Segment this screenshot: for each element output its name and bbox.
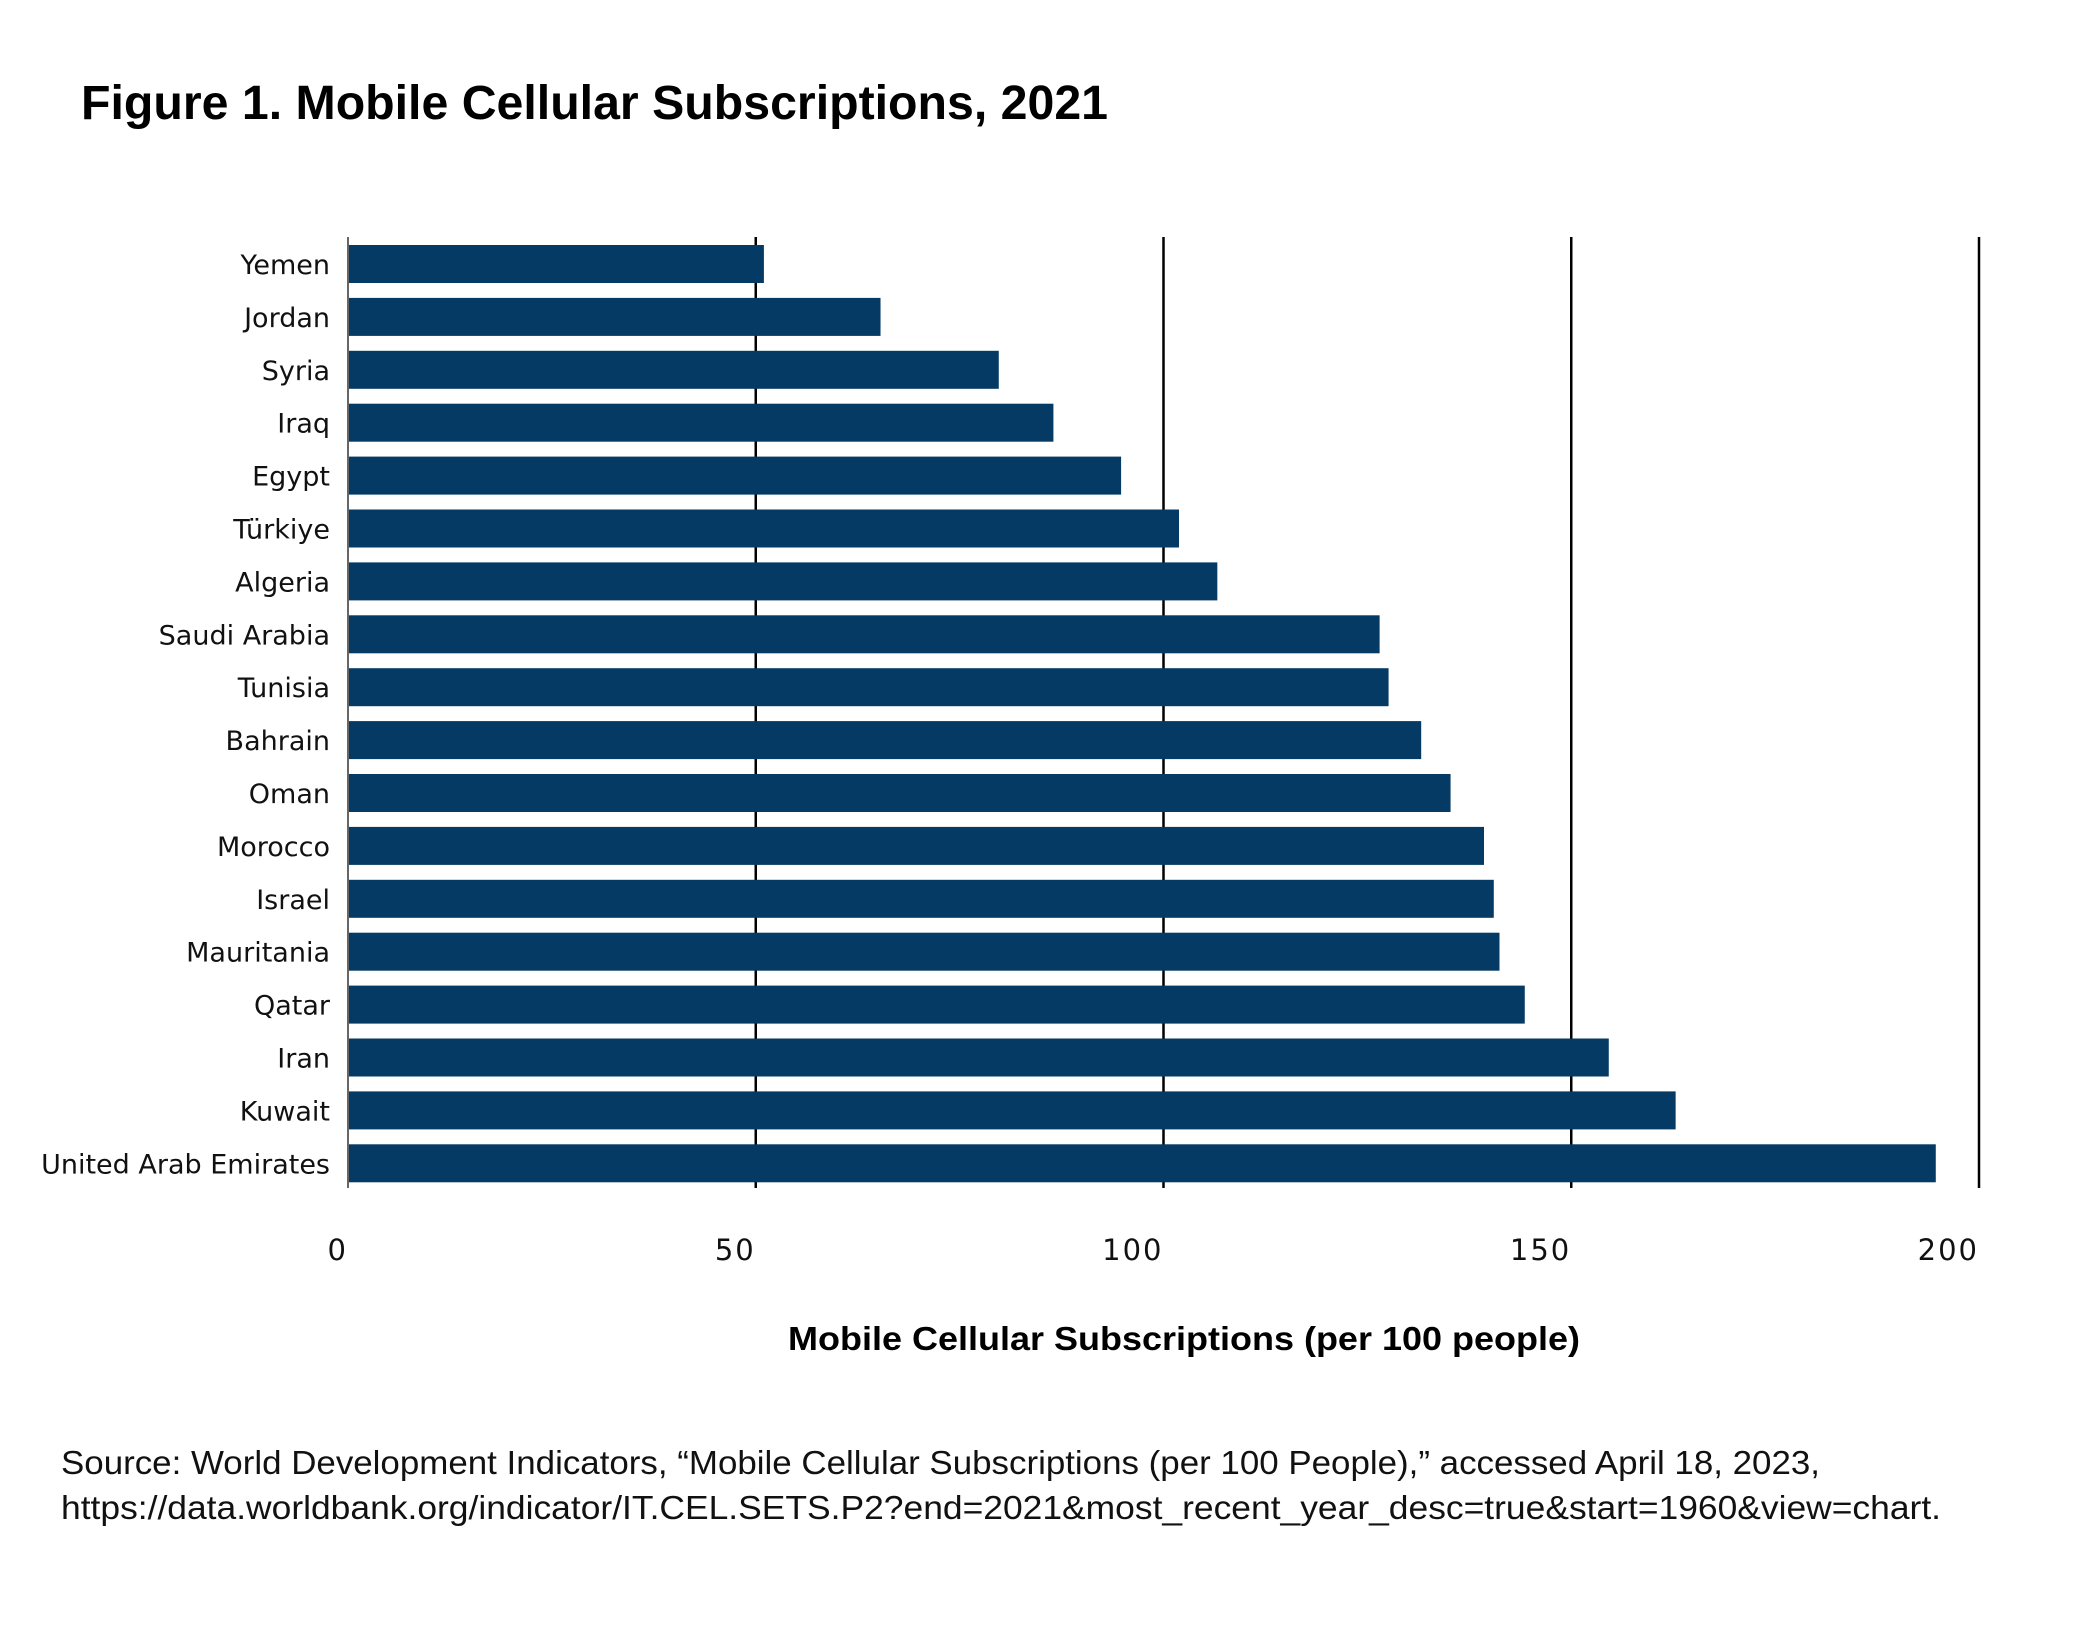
category-label: Iran	[277, 1044, 330, 1075]
bar-iraq	[348, 403, 1054, 442]
bar-united-arab-emirates	[348, 1144, 1936, 1183]
category-label: Algeria	[235, 567, 330, 598]
x-tick-labels: 0 50 100 150 200	[328, 1233, 1979, 1267]
category-label: Morocco	[217, 832, 330, 863]
bar-bahrain	[348, 721, 1422, 760]
category-label: Iraq	[277, 409, 330, 440]
bar-oman	[348, 774, 1451, 812]
bar-t-rkiye	[348, 509, 1179, 548]
category-label: Saudi Arabia	[159, 620, 330, 651]
category-label: United Arab Emirates	[41, 1149, 330, 1180]
bar-yemen	[348, 245, 764, 283]
bar-morocco	[348, 826, 1484, 865]
category-label: Israel	[256, 885, 330, 916]
category-label: Kuwait	[240, 1096, 330, 1127]
category-label: Syria	[262, 356, 330, 387]
category-label: Oman	[249, 779, 330, 810]
gridlines	[754, 237, 1981, 1188]
source-line-1: Source: World Development Indicators, “M…	[61, 1444, 1820, 1481]
bar-egypt	[348, 456, 1122, 495]
x-tick-label: 100	[1102, 1233, 1163, 1267]
category-label: Qatar	[254, 991, 331, 1022]
category-label: Bahrain	[226, 726, 330, 757]
category-label: Yemen	[239, 250, 330, 281]
bar-tunisia	[348, 668, 1389, 707]
bar-syria	[348, 350, 999, 389]
source-line-2: https://data.worldbank.org/indicator/IT.…	[61, 1489, 1941, 1526]
bar-jordan	[348, 297, 881, 336]
category-label: Jordan	[242, 303, 330, 334]
category-label: Mauritania	[186, 938, 330, 969]
x-axis-title: Mobile Cellular Subscriptions (per 100 p…	[788, 1320, 1580, 1357]
category-label: Türkiye	[232, 515, 330, 546]
bar-israel	[348, 879, 1494, 918]
bar-iran	[348, 1038, 1609, 1077]
category-label: Tunisia	[237, 673, 330, 704]
bar-qatar	[348, 985, 1525, 1024]
category-label: Egypt	[252, 462, 330, 493]
bar-saudi-arabia	[348, 615, 1380, 654]
category-labels: Yemen Jordan Syria Iraq Egypt Türkiye Algeria S…	[41, 250, 331, 1180]
bar-mauritania	[348, 932, 1500, 971]
bars	[348, 245, 1936, 1183]
x-tick-label: 50	[715, 1233, 756, 1267]
x-tick-label: 0	[328, 1233, 348, 1267]
chart-title: Figure 1. Mobile Cellular Subscriptions,…	[81, 77, 1108, 130]
bar-algeria	[348, 562, 1218, 601]
bar-kuwait	[348, 1091, 1676, 1130]
x-tick-label: 200	[1918, 1233, 1979, 1267]
x-tick-label: 150	[1510, 1233, 1571, 1267]
